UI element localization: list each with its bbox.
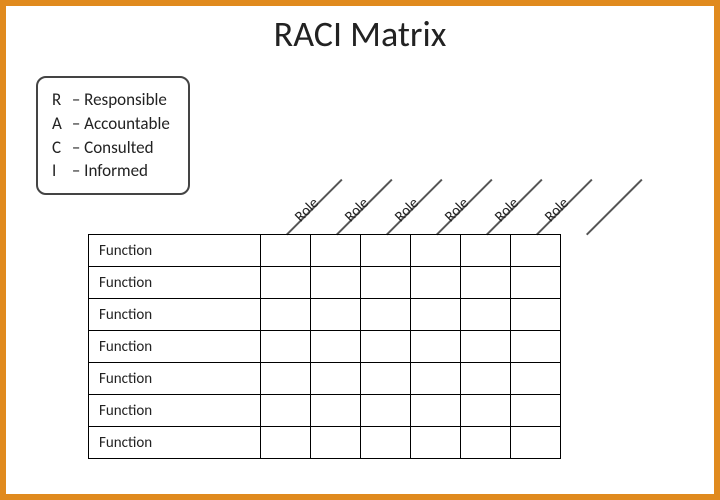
legend-label: Responsible (84, 89, 167, 110)
raci-cell (311, 235, 361, 267)
table-row: Function (89, 299, 561, 331)
role-label: Role (441, 194, 473, 226)
raci-cell (311, 427, 361, 459)
raci-cell (261, 235, 311, 267)
legend-sep: – (72, 160, 84, 181)
raci-cell (261, 267, 311, 299)
raci-cell (411, 427, 461, 459)
raci-cell (511, 299, 561, 331)
role-header-slot: Role (536, 154, 586, 234)
raci-cell (511, 331, 561, 363)
raci-cell (311, 395, 361, 427)
raci-cell (361, 395, 411, 427)
legend-label: Accountable (84, 113, 170, 134)
role-header-slot: Role (486, 154, 536, 234)
raci-cell (461, 427, 511, 459)
page-title: RACI Matrix (6, 12, 714, 56)
raci-cell (361, 235, 411, 267)
raci-cell (311, 267, 361, 299)
raci-cell (361, 267, 411, 299)
table-row: Function (89, 363, 561, 395)
raci-cell (311, 363, 361, 395)
legend-key: I (52, 159, 68, 183)
raci-cell (361, 363, 411, 395)
role-header-slot: Role (336, 154, 386, 234)
legend-row: C – Consulted (52, 136, 170, 160)
function-cell: Function (89, 427, 261, 459)
legend-sep: – (72, 113, 84, 134)
raci-cell (361, 331, 411, 363)
legend-row: R – Responsible (52, 88, 170, 112)
function-cell: Function (89, 299, 261, 331)
table-row: Function (89, 267, 561, 299)
raci-cell (461, 299, 511, 331)
legend-key: R (52, 88, 68, 112)
raci-cell (361, 427, 411, 459)
role-header-slot: Role (286, 154, 336, 234)
role-label: Role (341, 194, 373, 226)
raci-cell (261, 395, 311, 427)
raci-cell (511, 235, 561, 267)
legend-row: I – Informed (52, 159, 170, 183)
legend-sep: – (72, 89, 84, 110)
raci-cell (261, 427, 311, 459)
raci-cell (461, 267, 511, 299)
raci-cell (461, 363, 511, 395)
table-row: Function (89, 395, 561, 427)
raci-legend: R – Responsible A – Accountable C – Cons… (36, 76, 190, 195)
raci-cell (511, 395, 561, 427)
function-cell: Function (89, 363, 261, 395)
role-label: Role (491, 194, 523, 226)
raci-cell (411, 235, 461, 267)
raci-cell (411, 331, 461, 363)
header-divider (586, 179, 643, 236)
raci-cell (461, 331, 511, 363)
raci-cell (511, 267, 561, 299)
raci-diagram-frame: RACI Matrix R – Responsible A – Accounta… (0, 0, 720, 500)
table-row: Function (89, 235, 561, 267)
role-label: Role (541, 194, 573, 226)
function-cell: Function (89, 267, 261, 299)
legend-key: C (52, 136, 68, 160)
raci-cell (261, 299, 311, 331)
raci-cell (411, 363, 461, 395)
raci-cell (311, 331, 361, 363)
raci-cell (361, 299, 411, 331)
role-headers: Role Role Role Role Role Role (286, 154, 686, 234)
legend-key: A (52, 112, 68, 136)
role-header-slot: Role (436, 154, 486, 234)
role-label: Role (391, 194, 423, 226)
raci-matrix: Function Function Function Function Func… (88, 234, 561, 459)
function-cell: Function (89, 395, 261, 427)
raci-cell (261, 363, 311, 395)
role-header-slot: Role (386, 154, 436, 234)
raci-cell (261, 331, 311, 363)
legend-label: Consulted (84, 137, 153, 158)
raci-cell (461, 235, 511, 267)
raci-cell (511, 363, 561, 395)
legend-sep: – (72, 137, 84, 158)
legend-row: A – Accountable (52, 112, 170, 136)
raci-cell (511, 427, 561, 459)
raci-cell (411, 299, 461, 331)
function-cell: Function (89, 331, 261, 363)
raci-table: Function Function Function Function Func… (88, 234, 561, 459)
function-cell: Function (89, 235, 261, 267)
raci-cell (411, 267, 461, 299)
raci-cell (311, 299, 361, 331)
table-row: Function (89, 427, 561, 459)
legend-label: Informed (84, 160, 148, 181)
role-label: Role (291, 194, 323, 226)
raci-cell (461, 395, 511, 427)
table-row: Function (89, 331, 561, 363)
raci-cell (411, 395, 461, 427)
